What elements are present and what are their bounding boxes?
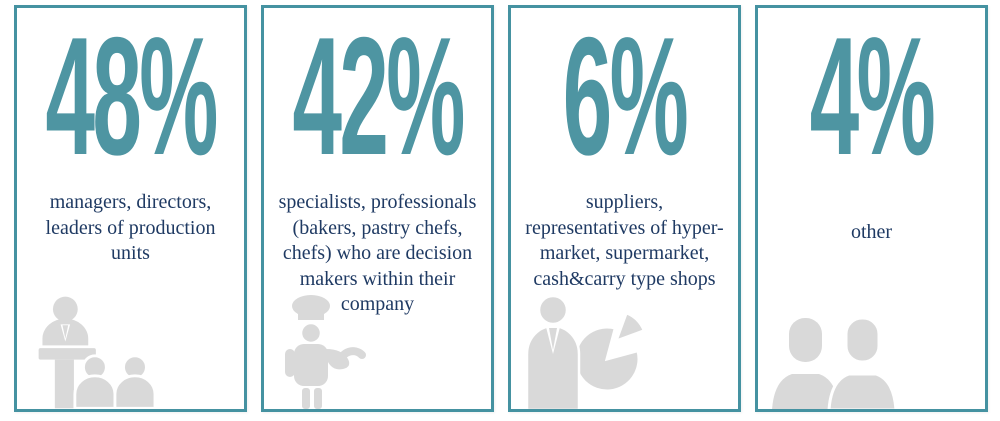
stat-label: other [850,221,893,243]
stat-label: suppliers, representatives of hyper- mar… [525,191,724,290]
chef-icon [278,294,374,409]
stat-value: 42% [264,12,491,180]
stat-value: 4% [758,12,985,180]
card-suppliers: 6% suppliers, representatives of hyper- … [508,5,741,412]
card-other: 4% other [755,5,988,412]
stat-value-text: 48% [45,5,218,190]
card-specialists: 42% specialists, professionals (bakers, … [261,5,494,412]
stat-cards: 48% managers, directors, leaders of prod… [14,5,988,412]
stat-value: 48% [17,12,244,180]
two-people-icon [770,318,908,409]
stat-value: 6% [511,12,738,180]
stat-label: managers, directors, leaders of producti… [45,191,216,265]
stat-label: specialists, professionals (bakers, past… [278,191,477,316]
stat-value-text: 4% [809,5,936,190]
businessman-pie-chart-icon [515,294,651,409]
presenter-podium-audience-icon [31,294,155,409]
stat-value-text: 6% [562,5,689,190]
card-managers: 48% managers, directors, leaders of prod… [14,5,247,412]
stat-value-text: 42% [292,5,465,190]
